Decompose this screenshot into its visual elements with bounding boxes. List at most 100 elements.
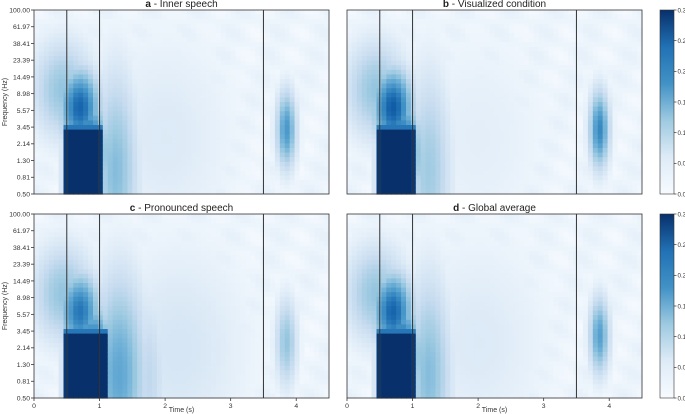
heatmap-cell (324, 157, 330, 163)
heatmap-cell (156, 28, 163, 34)
heatmap-cell (196, 69, 202, 75)
heatmap-cell (319, 111, 325, 117)
heatmap-cell (211, 106, 217, 112)
heatmap-cell (93, 33, 99, 39)
heatmap-cell (484, 88, 491, 94)
heatmap-cell (176, 171, 183, 177)
heatmap-cell (112, 152, 119, 158)
heatmap-cell (568, 102, 574, 108)
heatmap-cell (73, 175, 79, 181)
heatmap-cell (127, 92, 133, 98)
heatmap-cell (356, 51, 363, 57)
heatmap-cell (156, 65, 163, 71)
heatmap-cell (627, 125, 633, 131)
heatmap-cell (366, 33, 373, 39)
heatmap-cell (548, 161, 555, 167)
heatmap-cell (206, 102, 212, 108)
heatmap-cell (53, 74, 60, 80)
heatmap-cell (78, 184, 84, 190)
heatmap-cell (279, 171, 286, 177)
heatmap-cell (97, 19, 104, 25)
heatmap-cell (78, 134, 84, 140)
heatmap-cell (396, 14, 402, 20)
heatmap-cell (211, 56, 217, 62)
heatmap-cell (435, 88, 442, 94)
heatmap-cell (607, 28, 614, 34)
heatmap-cell (396, 102, 402, 108)
heatmap-cell (201, 51, 207, 57)
heatmap-cell (48, 134, 55, 140)
heatmap-cell (376, 19, 383, 25)
heatmap-cell (469, 134, 476, 140)
heatmap-cell (548, 171, 555, 177)
heatmap-cell (499, 171, 505, 177)
heatmap-cell (460, 33, 466, 39)
heatmap-cell (347, 65, 353, 71)
heatmap-cell (499, 138, 505, 144)
heatmap-cell (543, 143, 550, 149)
heatmap-cell (147, 14, 153, 20)
heatmap-cell (612, 184, 619, 190)
heatmap-cell (324, 129, 330, 135)
heatmap-cell (83, 46, 89, 52)
heatmap-cell (34, 69, 40, 75)
heatmap-cell (48, 92, 55, 98)
heatmap-cell (401, 46, 407, 52)
heatmap-cell (107, 161, 114, 167)
heatmap-cell (245, 152, 251, 158)
heatmap-cell (587, 14, 594, 20)
heatmap-cell (304, 19, 310, 25)
heatmap-cells (347, 10, 643, 195)
heatmap-cell (386, 189, 392, 195)
heatmap-cell (627, 106, 633, 112)
heatmap-cell (201, 152, 207, 158)
heatmap-cell (386, 33, 392, 39)
heatmap-cell (489, 23, 496, 29)
heatmap-cell (117, 14, 124, 20)
heatmap-cell (376, 106, 383, 112)
heatmap-cell (538, 65, 545, 71)
heatmap-cell (34, 106, 40, 112)
heatmap-cell (371, 143, 378, 149)
heatmap-cell (53, 125, 60, 131)
heatmap-cell (460, 120, 466, 126)
heatmap-cell (230, 157, 237, 163)
heatmap-cell (386, 125, 392, 131)
heatmap-cell (381, 106, 387, 112)
heatmap-cell (504, 120, 510, 126)
heatmap-cell (627, 33, 633, 39)
heatmap-cell (401, 184, 407, 190)
heatmap-cell (401, 37, 407, 43)
heatmap-cell (361, 111, 368, 117)
heatmap-cell (568, 88, 574, 94)
heatmap-cell (324, 37, 330, 43)
heatmap-cell (592, 88, 599, 94)
heatmap-cell (401, 157, 407, 163)
heatmap-cell (107, 175, 114, 181)
heatmap-cell (122, 65, 129, 71)
heatmap-cell (548, 175, 555, 181)
heatmap-cell (435, 74, 442, 80)
heatmap-cell (504, 134, 510, 140)
heatmap-cell (578, 23, 584, 29)
heatmap-cell (435, 171, 442, 177)
heatmap-cell (196, 171, 202, 177)
heatmap-cell (479, 10, 486, 16)
heatmap-cell (450, 79, 456, 85)
heatmap-cell (450, 111, 456, 117)
heatmap-cell (347, 138, 353, 144)
heatmap-cell (299, 97, 306, 103)
heatmap-cell (479, 46, 486, 52)
heatmap-cell (460, 10, 466, 16)
heatmap-cell (83, 51, 89, 57)
heatmap-cell (469, 152, 476, 158)
heatmap-cell (142, 65, 148, 71)
y-tick-label: 1.30 (17, 158, 30, 165)
heatmap-cell (220, 92, 227, 98)
heatmap-cell (469, 65, 476, 71)
heatmap-cell (225, 37, 232, 43)
heatmap-cell (465, 33, 471, 39)
heatmap-cell (366, 161, 373, 167)
heatmap-cell (147, 175, 153, 181)
heatmap-cell (425, 175, 432, 181)
